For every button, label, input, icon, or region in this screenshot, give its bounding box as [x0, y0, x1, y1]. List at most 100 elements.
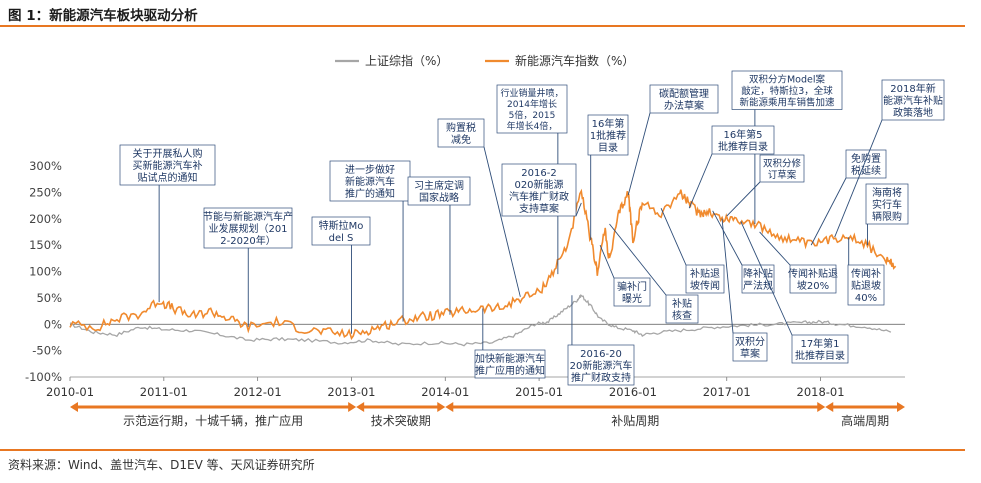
- callout-text: 5倍，2015: [509, 109, 556, 121]
- callout-text: 国家战略: [419, 191, 459, 204]
- callout-box: [567, 344, 635, 386]
- y-tick-label: 50%: [36, 291, 62, 305]
- series-line-nev-index: [69, 188, 897, 341]
- x-tick-label: 2017-01: [703, 385, 751, 399]
- callout-box: [407, 176, 471, 206]
- callout-box: [501, 163, 577, 217]
- source-note: 资料来源：Wind、盖世汽车、D1EV 等、天风证券研究所: [8, 458, 315, 472]
- callout-leader: [721, 218, 734, 334]
- callout-text: 支持草案: [519, 202, 559, 215]
- callout-text: 贴退坡: [851, 279, 881, 292]
- callout-text: 双积分: [735, 336, 765, 348]
- callout-box: [203, 207, 293, 249]
- callout-text: 行业销量井喷，: [500, 87, 563, 99]
- x-tick-label: 2010-01: [46, 385, 94, 399]
- callout-text: 推广财政支持: [571, 371, 631, 384]
- callout-text: 买新能源汽车补: [133, 159, 203, 172]
- callout-box: [731, 70, 843, 110]
- y-tick-label: 100%: [29, 265, 62, 279]
- callout-box: [847, 264, 885, 306]
- callout-text: 40%: [855, 293, 877, 304]
- callout-text: 辆限购: [872, 210, 902, 223]
- callout-text: 税延续: [851, 164, 881, 177]
- callout-box: [587, 114, 629, 156]
- period-arrow-tail: [70, 402, 78, 412]
- callout-box: [789, 264, 837, 294]
- series-line-shanghai: [69, 294, 892, 347]
- callout-leader: [609, 223, 667, 296]
- callout-box: [845, 149, 887, 179]
- y-axis: 300% 250% 200% 150% 100% 50% 0% -50% -100%: [25, 159, 62, 384]
- callout-text: 碳配额管理: [659, 87, 709, 100]
- callout-text: 实行车: [872, 198, 902, 211]
- x-tick-label: 2011-01: [140, 385, 188, 399]
- callout-text: 17年第1: [800, 337, 839, 350]
- callout-text: 能源汽车补贴: [883, 94, 943, 107]
- callout-box: [865, 183, 909, 225]
- callout-text: del S: [329, 233, 354, 244]
- callout-text: 2014年增长: [507, 98, 557, 110]
- callout-text: 020新能源: [514, 178, 563, 191]
- line-chart: 300% 250% 200% 150% 100% 50% 0% -50% -100% 2010-…: [25, 53, 945, 428]
- callout-text: 传闻补贴退: [788, 267, 838, 280]
- y-tick-label: 250%: [29, 185, 62, 199]
- callout-box: [474, 349, 546, 379]
- callout-leader: [575, 202, 582, 217]
- callout-box: [741, 264, 775, 294]
- callout-text: 降补贴: [743, 267, 773, 280]
- callout-text: 严法规: [743, 279, 773, 292]
- callout-text: 加快新能源汽车: [475, 352, 545, 365]
- y-tick-label: -50%: [32, 344, 62, 358]
- callout-leader: [834, 119, 883, 238]
- period-label: 补贴周期: [611, 414, 659, 428]
- x-tick-label: 2018-01: [797, 385, 845, 399]
- callout-text: 核查: [672, 309, 692, 322]
- callout-text: 购置税: [446, 121, 476, 134]
- x-tick-label: 2012-01: [234, 385, 282, 399]
- callout-text: 批推荐目录: [795, 349, 845, 362]
- y-tick-label: -100%: [25, 370, 62, 384]
- callout-box: [791, 334, 849, 364]
- x-tick-label: 2016-01: [609, 385, 657, 399]
- series-lines: [69, 188, 897, 347]
- callout-box: [613, 277, 651, 307]
- callout-leader: [759, 231, 791, 266]
- period-label: 技术突破期: [371, 413, 431, 428]
- callout-text: 关于开展私人购: [133, 147, 203, 160]
- callout-text: 海南将: [872, 186, 902, 199]
- callout-leader: [726, 181, 761, 217]
- y-tick-label: 200%: [29, 212, 62, 226]
- period-arrows: 示范运行期，十城千辆，推广应用 技术突破期 补贴周期 高端周期: [70, 402, 905, 428]
- period-arrow-tail: [445, 402, 454, 412]
- callout-text: 曝光: [622, 292, 642, 305]
- callout-text: 批推荐目录: [718, 140, 768, 153]
- callout-text: 坡传闻: [690, 279, 720, 292]
- callout-box: [732, 332, 768, 362]
- x-tick-label: 2013-01: [327, 385, 375, 399]
- x-axis: 2010-01 2011-01 2012-01 2013-01 2014-01 2015-…: [46, 376, 905, 399]
- legend: 上证综指（%） 新能源汽车指数（%）: [335, 53, 634, 68]
- callout-box: [665, 294, 699, 324]
- callout-text: 敲定，特斯拉3，全球: [741, 85, 833, 97]
- callout-text: 新能源汽车: [345, 175, 395, 188]
- callout-text: 1批推荐: [590, 129, 626, 142]
- callout-text: 汽车推广财政: [509, 190, 569, 203]
- y-tick-label: 0%: [44, 317, 62, 331]
- callout-text: 贴试点的通知: [138, 171, 198, 184]
- y-tick-label: 300%: [29, 159, 62, 173]
- callout-leader: [740, 221, 793, 336]
- callout-text: 双积分方Model案: [749, 74, 826, 86]
- callout-text: 2-2020年）: [220, 234, 275, 247]
- callout-text: 习主席定调: [414, 179, 464, 192]
- period-arrow-head: [817, 402, 826, 412]
- callout-text: 特斯拉Mo: [319, 219, 364, 232]
- callout-text: 传闻补: [851, 267, 881, 280]
- callout-text: 20新能源汽车: [570, 359, 633, 372]
- callout-text: 补贴退: [690, 267, 720, 280]
- callout-text: 政策落地: [893, 106, 933, 119]
- figure-title: 图 1：新能源汽车板块驱动分析: [8, 8, 198, 24]
- callout-text: 2016-20: [580, 349, 622, 360]
- x-tick-label: 2015-01: [515, 385, 563, 399]
- title-rule: [0, 25, 965, 27]
- callout-leader: [688, 153, 713, 209]
